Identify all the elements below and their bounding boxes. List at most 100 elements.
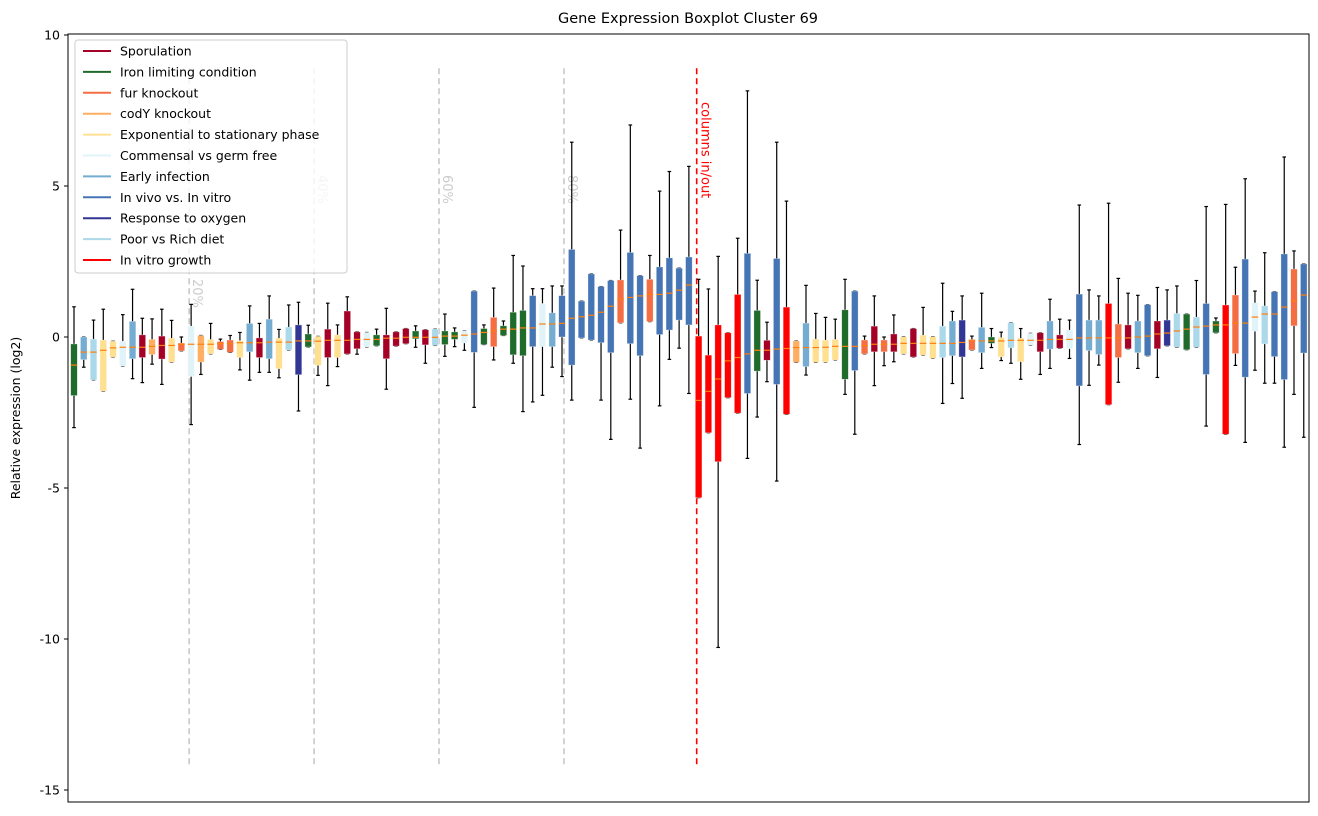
box: [880, 336, 888, 367]
legend-item: Commensal vs germ free: [83, 148, 277, 163]
box: [138, 317, 146, 384]
box: [1104, 202, 1113, 406]
box-body: [538, 303, 547, 347]
legend-box: [74, 39, 348, 274]
box: [1085, 289, 1093, 386]
box: [80, 336, 88, 368]
box: [607, 279, 615, 440]
box: [1261, 252, 1269, 384]
legend-label: In vitro growth: [120, 253, 211, 268]
box-body: [285, 326, 293, 351]
box: [802, 284, 810, 376]
box-body: [1095, 319, 1103, 355]
legend-label: Early infection: [120, 169, 210, 184]
box-body: [411, 330, 420, 340]
box: [333, 324, 342, 368]
box: [187, 303, 195, 426]
box: [851, 290, 859, 435]
box: [324, 302, 332, 387]
legend-item: In vitro growth: [83, 253, 211, 268]
box: [812, 312, 820, 363]
box-body: [148, 339, 156, 355]
box-body: [558, 295, 566, 338]
box-body: [782, 306, 791, 415]
box: [158, 308, 166, 386]
box-body: [948, 320, 956, 357]
box-body: [665, 257, 673, 331]
box-body: [1261, 305, 1269, 345]
box: [353, 331, 361, 355]
box-body: [646, 279, 654, 322]
box-body: [499, 325, 508, 336]
box-body: [1222, 304, 1230, 435]
box: [948, 310, 956, 385]
box: [314, 335, 322, 376]
legend-item: Exponential to stationary phase: [83, 127, 320, 142]
box: [1095, 295, 1103, 366]
box-body: [607, 280, 615, 354]
box: [99, 308, 107, 392]
box-body: [275, 337, 283, 370]
percent-marker-label: 60%: [439, 175, 454, 204]
box: [763, 321, 771, 383]
box-body: [675, 267, 683, 321]
box: [1290, 250, 1298, 395]
box: [128, 288, 137, 380]
box: [1173, 285, 1181, 348]
box-body: [89, 338, 98, 381]
box: [372, 328, 381, 347]
box-body: [919, 334, 927, 356]
box-body: [880, 339, 888, 353]
box-body: [158, 335, 166, 360]
box: [1300, 263, 1308, 438]
box-body: [353, 331, 361, 350]
box: [304, 324, 312, 348]
box: [1202, 205, 1210, 427]
box: [909, 327, 917, 358]
box-body: [392, 331, 400, 347]
box-body: [714, 324, 722, 463]
box-body: [577, 300, 586, 339]
box: [1065, 319, 1074, 360]
legend-item: Iron limiting condition: [83, 64, 257, 79]
box: [1017, 327, 1025, 380]
box: [246, 305, 254, 381]
box: [265, 295, 273, 373]
box-body: [1270, 291, 1279, 357]
box: [958, 295, 966, 399]
box: [441, 313, 449, 357]
box-body: [958, 319, 966, 358]
legend-label: Response to oxygen: [120, 211, 246, 226]
box: [1056, 318, 1064, 349]
box: [294, 301, 303, 412]
legend-item: Response to oxygen: [83, 211, 246, 226]
legend-label: codY knockout: [120, 106, 211, 121]
box: [714, 255, 722, 649]
box: [792, 340, 800, 363]
box: [226, 334, 234, 354]
box: [285, 304, 293, 351]
box: [1251, 290, 1259, 371]
box-body: [724, 332, 732, 399]
box: [1036, 332, 1044, 376]
box: [870, 295, 878, 387]
box-body: [1183, 313, 1191, 350]
box-body: [753, 310, 761, 372]
box: [626, 124, 634, 400]
box: [255, 322, 264, 373]
box: [1270, 291, 1279, 384]
percent-marker-label: 20%: [189, 279, 204, 308]
box: [275, 328, 283, 379]
box-body: [636, 275, 644, 357]
box: [402, 327, 410, 345]
box: [197, 334, 205, 376]
box-body: [1056, 334, 1064, 349]
vertical-markers: 20%40%60%80%columns in/out: [188, 68, 713, 766]
box: [743, 90, 752, 460]
box: [519, 265, 527, 413]
box: [675, 267, 683, 349]
box: [636, 275, 644, 449]
chart-title: Gene Expression Boxplot Cluster 69: [558, 11, 818, 27]
legend-item: Sporulation: [83, 44, 192, 59]
box-body: [1075, 293, 1083, 387]
